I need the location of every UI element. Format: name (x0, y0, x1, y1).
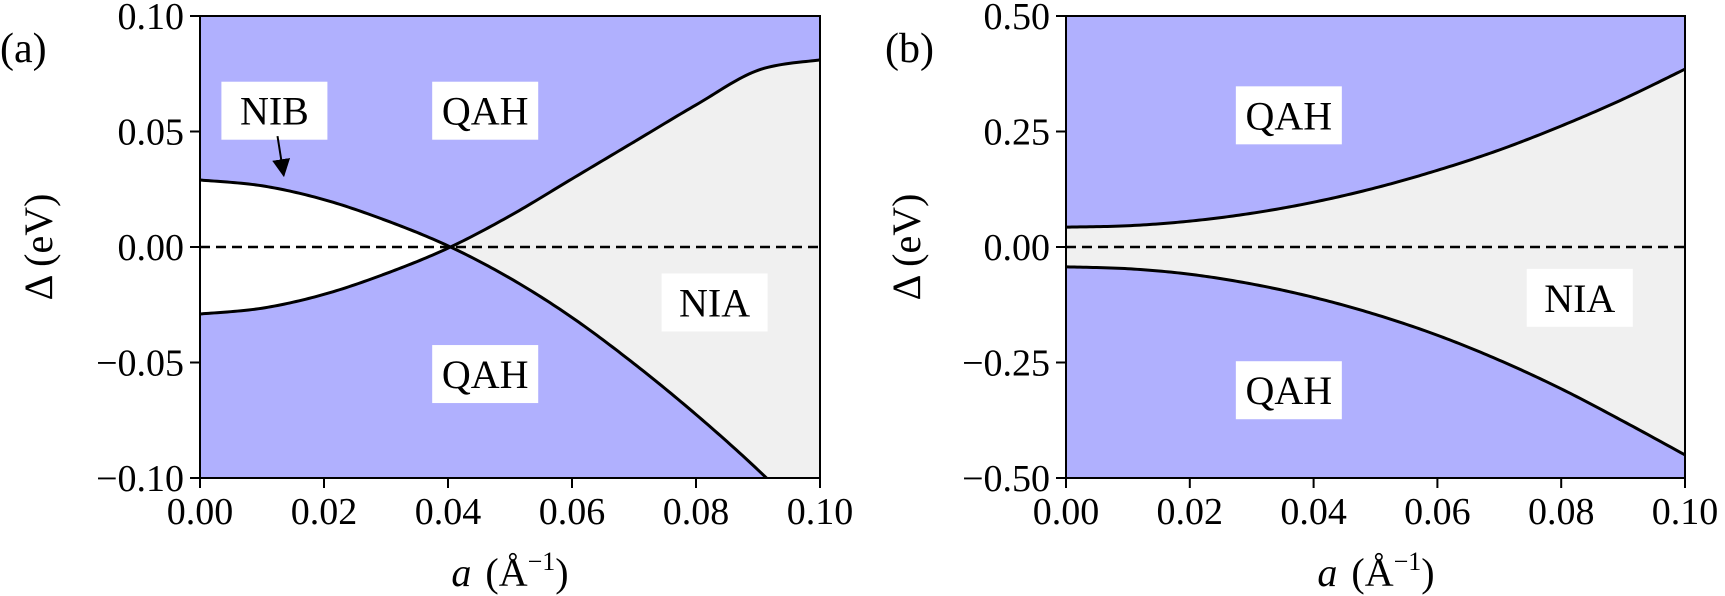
panel-b-x-tick-label: 0.06 (1404, 491, 1471, 533)
svg-text:QAH: QAH (442, 352, 529, 397)
panel-a: (a) QAH QAH NIA NIB (0, 0, 853, 595)
svg-text:QAH: QAH (1246, 368, 1333, 413)
panel-b: (b) QAH QAH NIA 0.00 0.02 0.04 0.06 0.08 0.10 (884, 0, 1718, 595)
panel-b-region-label-qah-lower: QAH (1235, 361, 1342, 420)
panel-b-x-ticks: 0.00 0.02 0.04 0.06 0.08 0.10 (1033, 478, 1719, 533)
panel-a-x-tick-label: 0.00 (167, 491, 234, 533)
panel-a-upper-boundary (200, 178, 769, 478)
panel-b-lower-boundary (1066, 265, 1685, 457)
panel-a-x-tick-label: 0.02 (291, 491, 358, 533)
svg-text:NIA: NIA (679, 280, 750, 325)
panel-b-x-tick-label: 0.04 (1280, 491, 1347, 533)
panel-b-y-axis-label: Δ (eV) (884, 194, 929, 301)
svg-text:QAH: QAH (1246, 93, 1333, 138)
panel-b-y-tick-label: 0.25 (984, 112, 1051, 154)
panel-a-region-label-qah-lower: QAH (432, 345, 539, 404)
panel-a-region-label-nib: NIB (221, 81, 328, 140)
panel-b-upper-boundary (1066, 67, 1685, 229)
panel-b-plot-area (1066, 16, 1685, 478)
panel-b-x-tick-label: 0.10 (1652, 491, 1719, 533)
panel-a-nib-arrow (272, 135, 291, 178)
panel-b-x-tick-label: 0.08 (1528, 491, 1595, 533)
panel-b-region-label-qah-upper: QAH (1235, 86, 1342, 145)
panel-a-region-label-qah-upper: QAH (432, 81, 539, 140)
panel-a-y-axis-label: Δ (eV) (16, 194, 61, 301)
panel-a-region-labels: QAH QAH NIA NIB (221, 81, 768, 404)
panel-a-y-ticks: 0.10 0.05 0.00 −0.05 −0.10 (96, 0, 200, 500)
panel-a-label: (a) (0, 26, 47, 72)
panel-b-x-tick-label: 0.02 (1157, 491, 1224, 533)
svg-text:NIA: NIA (1544, 276, 1615, 321)
panel-a-region-nia (448, 59, 820, 478)
panel-a-x-ticks: 0.00 0.02 0.04 0.06 0.08 0.10 (167, 478, 854, 533)
panel-b-y-tick-label: −0.25 (962, 343, 1050, 385)
panel-a-x-tick-label: 0.08 (663, 491, 730, 533)
panel-b-region-label-nia: NIA (1526, 268, 1633, 327)
panel-a-y-tick-label: 0.10 (118, 0, 185, 38)
panel-a-x-tick-label: 0.04 (415, 491, 482, 533)
panel-b-y-tick-label: 0.00 (984, 227, 1051, 269)
panel-b-region-labels: QAH QAH NIA (1235, 86, 1633, 420)
panel-a-region-label-nia: NIA (661, 273, 768, 332)
panel-b-region-nia (1066, 69, 1685, 455)
panel-b-label: (b) (885, 26, 934, 72)
panel-b-y-tick-label: 0.50 (984, 0, 1051, 38)
panel-a-region-nib (200, 180, 452, 314)
panel-b-y-ticks: 0.50 0.25 0.00 −0.25 −0.50 (962, 0, 1066, 500)
panel-b-x-axis-label: a (Å−1) (1317, 547, 1434, 595)
panel-b-y-tick-label: −0.50 (962, 458, 1050, 500)
panel-a-y-tick-label: −0.10 (96, 458, 184, 500)
panel-a-y-tick-label: −0.05 (96, 343, 184, 385)
panel-a-y-tick-label: 0.05 (118, 112, 185, 154)
svg-text:QAH: QAH (442, 89, 529, 134)
panel-a-lower-boundary (200, 58, 820, 316)
panel-a-x-axis-label: a (Å−1) (451, 547, 568, 595)
panel-a-x-tick-label: 0.06 (539, 491, 606, 533)
svg-text:NIB: NIB (240, 89, 309, 134)
panel-b-x-tick-label: 0.00 (1033, 491, 1100, 533)
panel-a-x-tick-label: 0.10 (787, 491, 854, 533)
panel-a-y-tick-label: 0.00 (118, 227, 185, 269)
